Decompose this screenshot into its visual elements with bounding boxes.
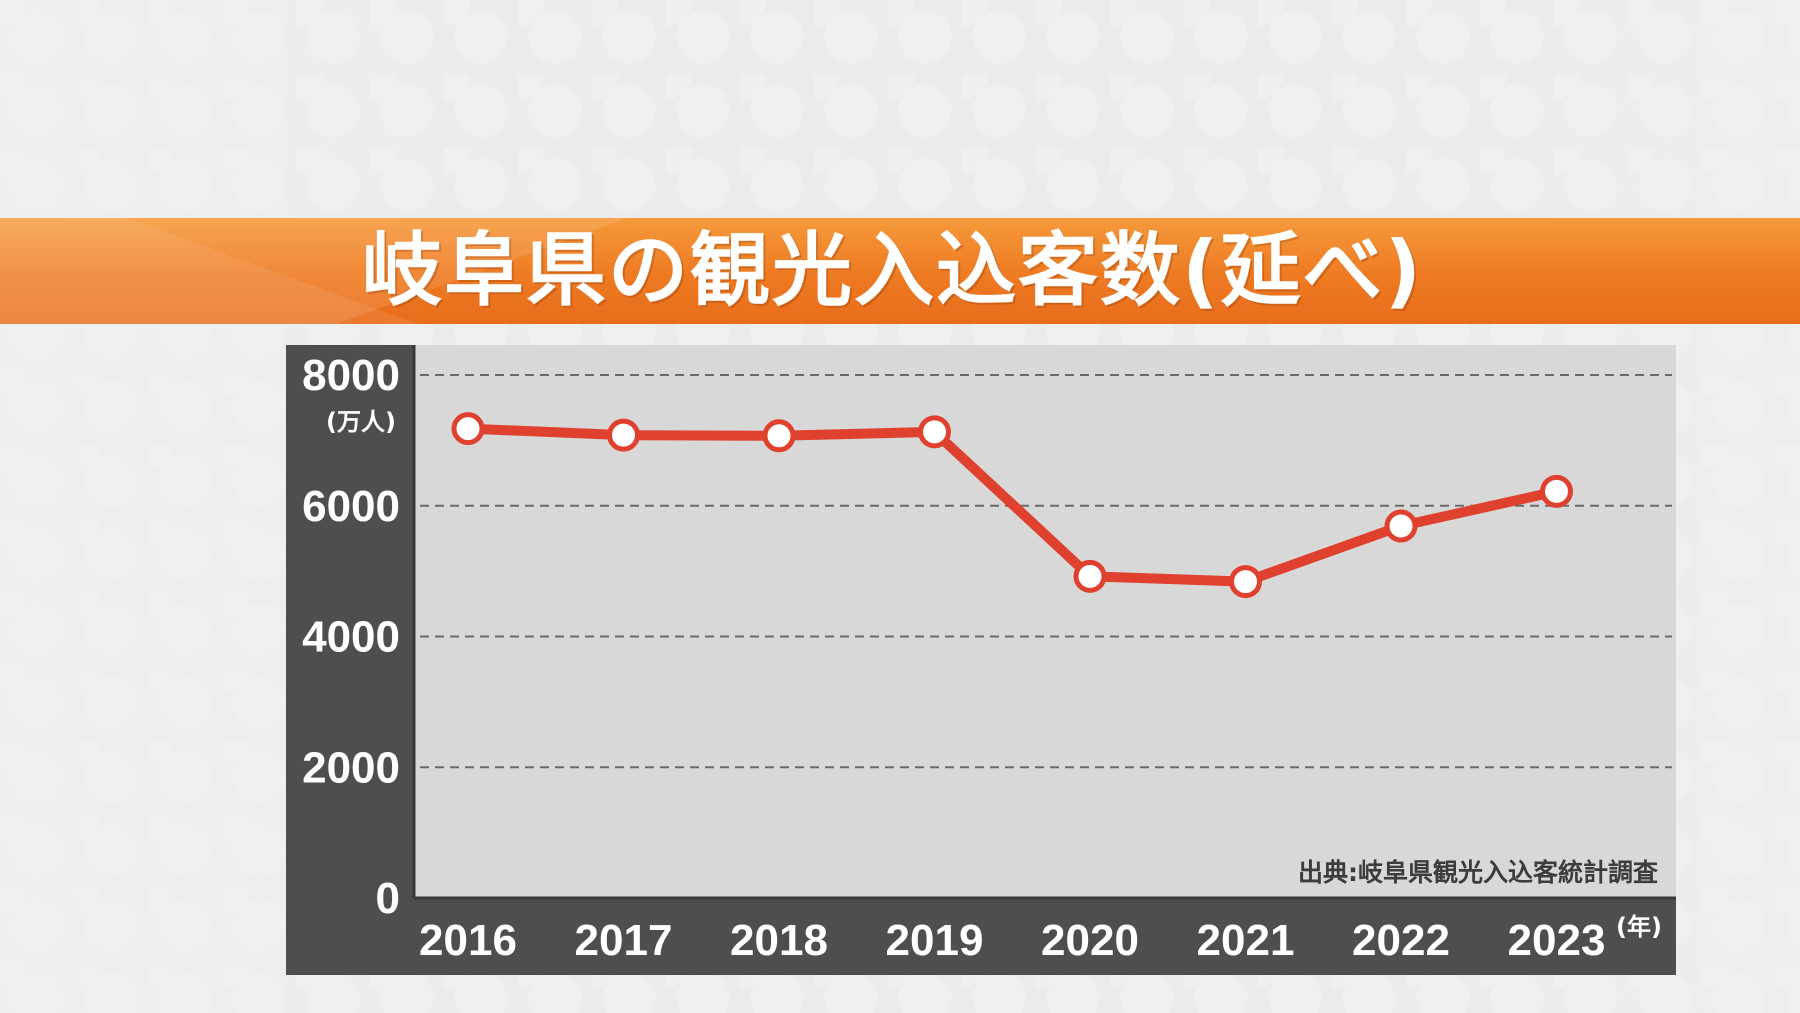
x-tick-label: 2016 [419, 916, 517, 965]
series-line [463, 423, 1562, 587]
x-tick-label: 2018 [730, 916, 828, 965]
plot-area [414, 345, 1676, 898]
x-tick-label: 2022 [1352, 916, 1450, 965]
x-tick-label: 2023 [1508, 916, 1606, 965]
x-tick-label: 2017 [575, 916, 673, 965]
data-point [607, 418, 640, 452]
source-note: 出典:岐阜県観光入込客統計調査 [1298, 858, 1658, 887]
y-unit-label: (万人) [326, 408, 396, 436]
title-banner: 岐阜県の観光入込客数(延べ) [0, 218, 1800, 324]
data-point [1384, 509, 1418, 543]
y-tick-label: 4000 [302, 613, 400, 662]
data-point [762, 419, 796, 453]
chart-panel: 0 2000 4000 6000 8000 (万人) 2016 2017 2018 2019 202… [286, 345, 1676, 975]
data-point [1540, 474, 1573, 508]
line-chart: 0 2000 4000 6000 8000 (万人) 2016 2017 2018 2019 202… [302, 345, 1676, 965]
data-point [1229, 565, 1262, 599]
x-tick-label: 2019 [886, 916, 984, 965]
y-tick-label: 8000 [302, 351, 400, 400]
y-tick-label: 2000 [302, 743, 400, 792]
data-point [918, 415, 951, 449]
data-point [1073, 559, 1107, 593]
data-point [451, 412, 485, 446]
chart-title: 岐阜県の観光入込客数(延べ) [362, 224, 1424, 317]
y-tick-label: 6000 [302, 482, 400, 531]
y-tick-label: 0 [376, 874, 400, 923]
x-tick-label: 2021 [1197, 916, 1295, 965]
x-unit-label: (年) [1616, 913, 1662, 941]
x-tick-label: 2020 [1041, 916, 1139, 965]
